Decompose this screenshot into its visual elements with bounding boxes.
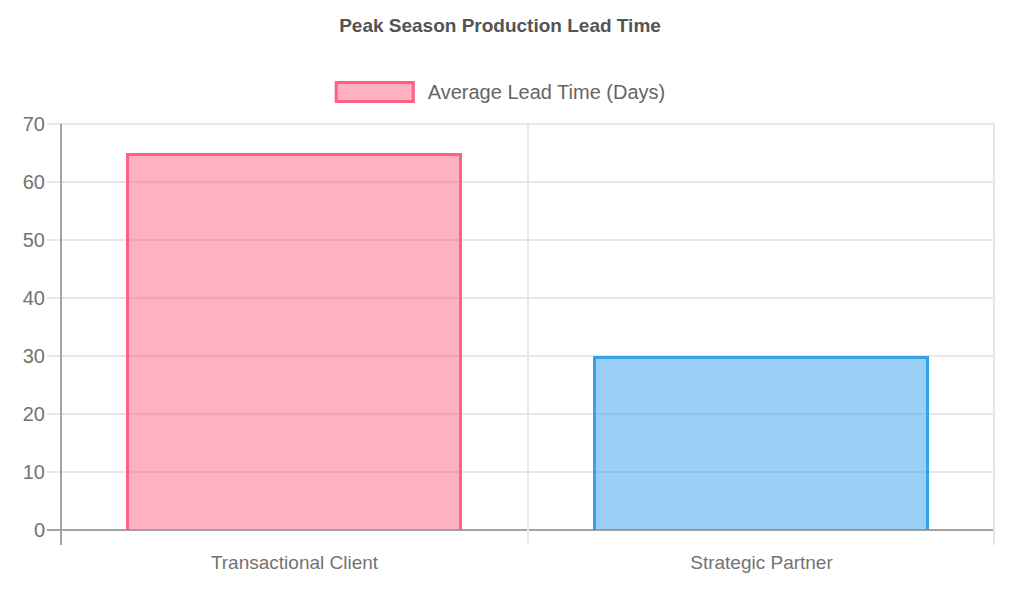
y-tick-label: 70 <box>0 111 45 137</box>
y-tick-label: 10 <box>0 459 45 485</box>
bar-strategic-partner <box>593 356 929 530</box>
y-tick-label: 50 <box>0 227 45 253</box>
y-axis-tick <box>47 471 61 473</box>
y-tick-label: 30 <box>0 343 45 369</box>
y-axis-tick <box>47 239 61 241</box>
y-axis-tick <box>47 123 61 125</box>
legend-item[interactable]: Average Lead Time (Days) <box>335 78 666 106</box>
y-tick-label: 20 <box>0 401 45 427</box>
chart-title: Peak Season Production Lead Time <box>339 14 661 38</box>
y-axis-tick <box>47 181 61 183</box>
x-axis-tick <box>527 530 529 545</box>
gridline-x-1 <box>527 124 529 530</box>
y-axis-tick <box>47 355 61 357</box>
y-axis-tick <box>47 529 61 531</box>
x-axis-tick <box>60 530 62 545</box>
y-tick-label: 60 <box>0 169 45 195</box>
legend-swatch <box>335 81 415 103</box>
bar-transactional-client <box>126 153 462 530</box>
gridline-x-2 <box>993 124 995 530</box>
legend-label: Average Lead Time (Days) <box>428 78 666 106</box>
x-axis-tick <box>993 530 995 545</box>
x-category-label: Strategic Partner <box>528 551 995 575</box>
legend: Average Lead Time (Days) <box>335 78 666 106</box>
x-category-label: Transactional Client <box>61 551 528 575</box>
y-axis-tick <box>47 413 61 415</box>
bar-chart: Peak Season Production Lead Time Average… <box>0 0 1030 593</box>
y-axis-tick <box>47 297 61 299</box>
y-tick-label: 0 <box>0 517 45 543</box>
y-tick-label: 40 <box>0 285 45 311</box>
gridline-x-0 <box>60 124 62 530</box>
